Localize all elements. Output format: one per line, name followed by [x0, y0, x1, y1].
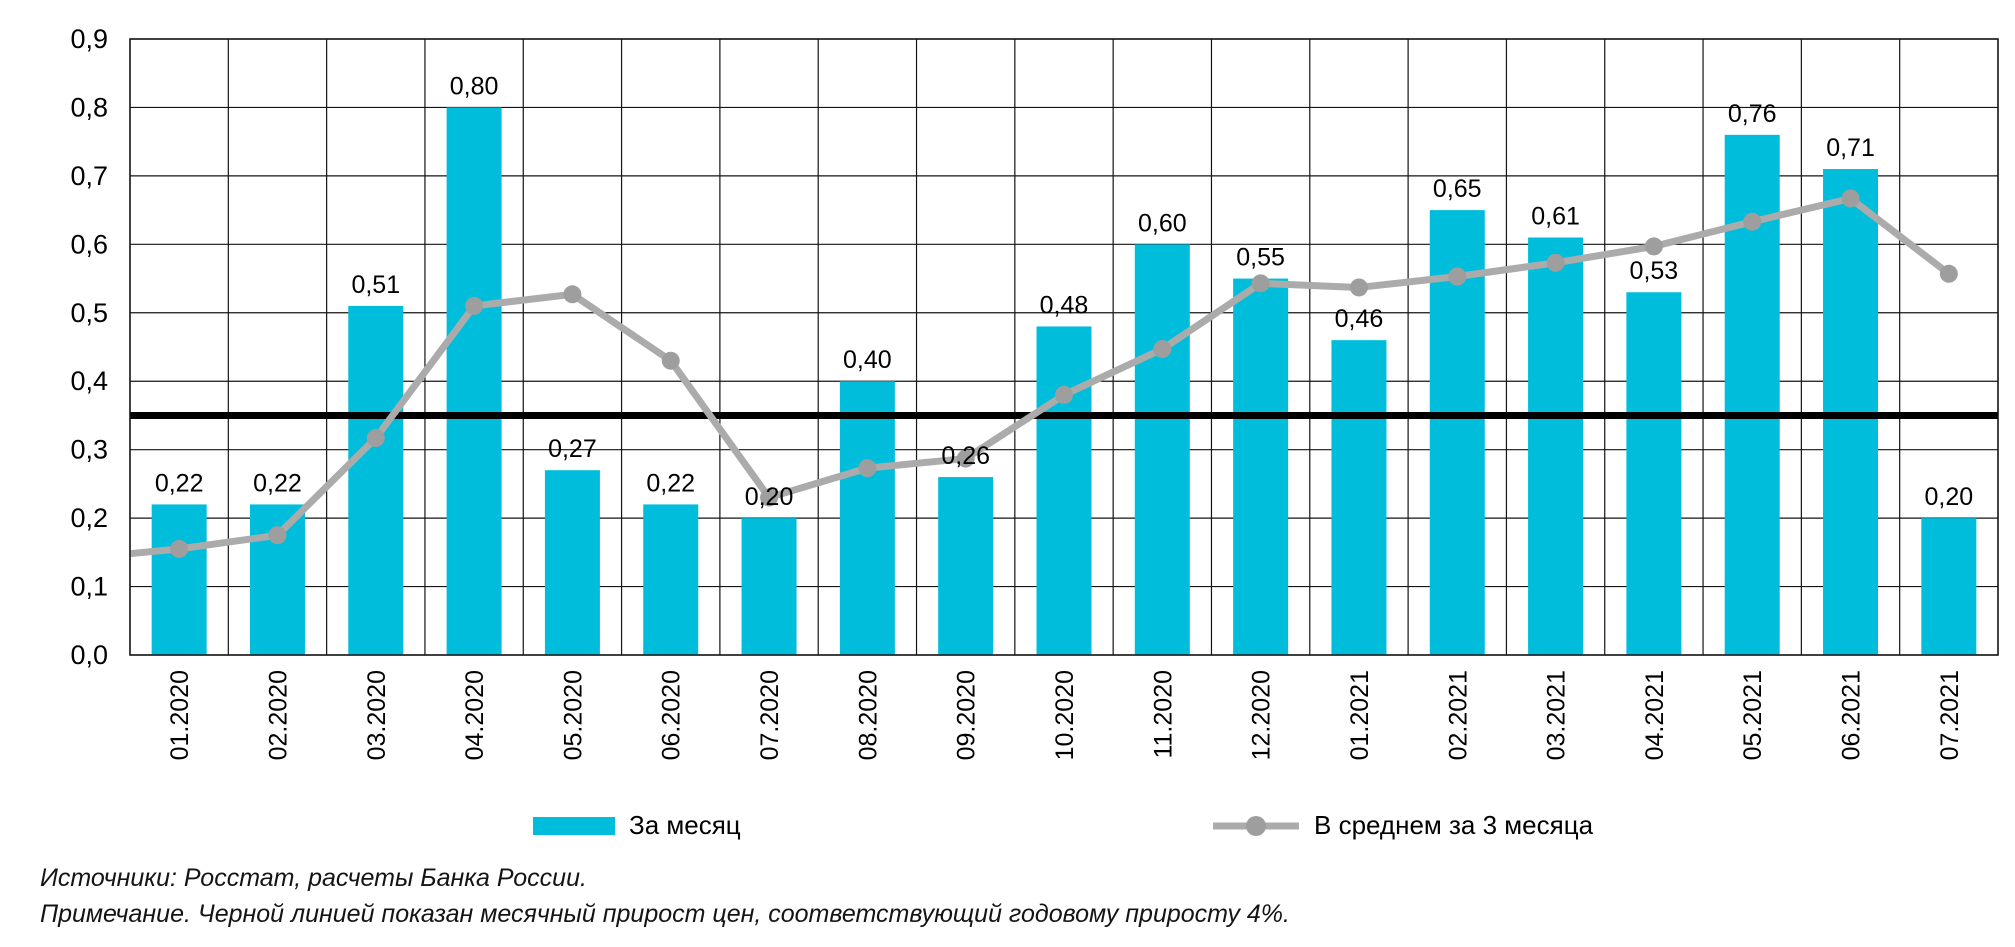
chart-canvas: 0,0 0,1 0,2 0,3 0,4 0,5 0,6 0,7 0,8 0,9 01.2020 02.… [70, 24, 1999, 760]
y-axis-label: 0,1 [70, 572, 108, 602]
y-axis-label: 0,4 [70, 366, 108, 396]
bar-value-label: 0,55 [1236, 244, 1285, 272]
bar-value-label: 0,48 [1040, 291, 1089, 319]
bar [741, 518, 797, 655]
x-axis-label: 10.2020 [1051, 670, 1079, 760]
bar-value-label: 0,46 [1335, 305, 1384, 333]
y-axis-label: 0,0 [70, 640, 108, 670]
x-axis-label: 04.2021 [1641, 670, 1669, 760]
x-axis-label: 01.2020 [166, 670, 194, 760]
bar-value-label: 0,40 [843, 346, 892, 374]
legend-bar-label: За месяц [629, 810, 741, 840]
bar [544, 470, 600, 655]
bar-value-label: 0,80 [450, 72, 499, 100]
average-line [129, 194, 1951, 558]
legend-item-bar: За месяц [533, 810, 741, 841]
x-axis-label: 09.2020 [953, 670, 981, 760]
line-marker [268, 526, 287, 545]
bar [643, 504, 699, 655]
x-axis-label: 08.2020 [854, 670, 882, 760]
y-axis-label: 0,8 [70, 92, 108, 122]
bar [839, 381, 895, 655]
y-axis-label: 0,9 [70, 24, 108, 54]
line-marker [170, 539, 189, 558]
x-axis-label: 12.2020 [1248, 670, 1276, 760]
bar [1921, 518, 1977, 655]
bar-value-label: 0,22 [646, 469, 695, 497]
line-marker [465, 296, 484, 315]
y-axis-label: 0,5 [70, 298, 108, 328]
bar [446, 107, 502, 655]
bar [938, 477, 994, 655]
legend-item-line: В среднем за 3 месяца [1212, 810, 1593, 841]
x-axis-label: 06.2020 [658, 670, 686, 760]
x-axis-label: 03.2021 [1543, 670, 1571, 760]
y-axis-label: 0,6 [70, 229, 108, 259]
line-marker [1055, 385, 1073, 404]
bar-value-label: 0,27 [548, 435, 597, 463]
chart-footnotes: Источники: Росстат, расчеты Банка России… [40, 860, 1290, 932]
bar-value-label: 0,22 [155, 469, 204, 497]
sources-note: Источники: Росстат, расчеты Банка России… [40, 864, 587, 892]
line-marker [760, 488, 779, 507]
x-axis-label: 05.2020 [559, 670, 587, 760]
bar-value-label: 0,26 [941, 442, 990, 470]
bar-value-label: 0,53 [1630, 257, 1679, 285]
bar [348, 305, 404, 655]
x-axis-label: 03.2020 [363, 670, 391, 760]
bar-line-chart: 0,0 0,1 0,2 0,3 0,4 0,5 0,6 0,7 0,8 0,9 01.2020 02.… [70, 24, 1999, 760]
y-axis-label: 0,3 [70, 435, 108, 465]
reference-line-note: Примечание. Черной линией показан месячн… [40, 900, 1290, 928]
line-marker [1644, 237, 1663, 256]
line-marker [1251, 274, 1270, 293]
bar [1626, 292, 1682, 655]
bar-value-label: 0,65 [1433, 175, 1482, 203]
line-marker [661, 351, 680, 370]
line-marker [1841, 189, 1860, 208]
x-axis-label: 02.2021 [1444, 670, 1472, 760]
bar-value-label: 0,22 [253, 469, 302, 497]
bar-value-label: 0,20 [1925, 483, 1974, 511]
line-series-marker-icon [1213, 815, 1299, 836]
bar [1233, 278, 1289, 655]
line-marker [956, 449, 975, 468]
bar-value-label: 0,61 [1531, 202, 1580, 230]
bar [1036, 326, 1092, 655]
line-marker [1153, 340, 1172, 359]
line-marker [563, 285, 582, 304]
gridlines [129, 38, 1999, 656]
bar [1528, 237, 1584, 655]
x-axis-label: 07.2020 [756, 670, 784, 760]
bar [1331, 340, 1387, 655]
line-marker [858, 459, 877, 478]
line-marker [1939, 264, 1958, 283]
x-axis-label: 06.2021 [1838, 670, 1866, 760]
x-axis-label: 11.2020 [1149, 670, 1177, 759]
line-marker [1448, 267, 1467, 286]
line-marker [1546, 253, 1565, 272]
line-marker [366, 429, 385, 448]
bar-value-label: 0,20 [745, 483, 794, 511]
chart-legend: За месяц В среднем за 3 месяца [0, 804, 2015, 844]
bar-series-swatch [533, 816, 615, 835]
bar-value-label: 0,51 [351, 271, 400, 299]
x-axis-label: 02.2020 [264, 670, 292, 760]
x-axis-label: 07.2021 [1936, 670, 1964, 760]
bar [151, 504, 207, 655]
y-axis-label: 0,2 [70, 503, 108, 533]
bar-value-label: 0,60 [1138, 209, 1187, 237]
x-axis-label: 05.2021 [1739, 670, 1767, 760]
legend-line-label: В среднем за 3 месяца [1314, 810, 1594, 840]
bar-value-label: 0,71 [1826, 134, 1875, 162]
line-marker [1349, 278, 1368, 297]
y-axis-label: 0,7 [70, 161, 108, 191]
bar [1134, 244, 1190, 656]
x-axis-label: 04.2020 [461, 670, 489, 760]
line-marker [1743, 212, 1762, 231]
x-axis-label: 01.2021 [1346, 670, 1374, 760]
plot-border [129, 38, 1999, 656]
bar-value-label: 0,76 [1728, 100, 1777, 128]
